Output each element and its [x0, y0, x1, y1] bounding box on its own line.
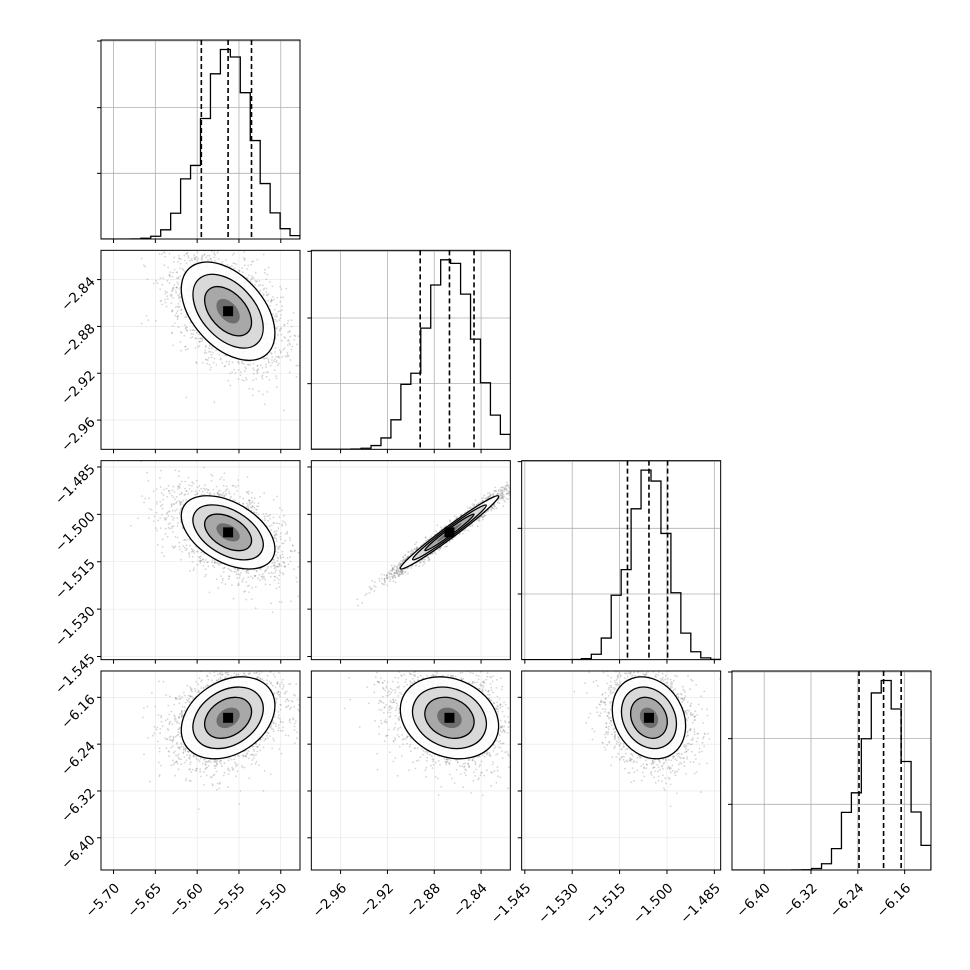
x-tick-label: −2.84 — [450, 880, 491, 921]
density-peak — [643, 712, 654, 723]
histogram-panel-2 — [517, 460, 722, 664]
histogram-panel-1 — [307, 249, 511, 454]
panel-frame — [100, 460, 301, 661]
panel-frame — [310, 670, 511, 871]
y-tick-label: −2.84 — [58, 274, 99, 315]
panel-frame — [310, 460, 511, 661]
panel-frame — [731, 670, 932, 871]
x-tick-label: −2.88 — [403, 880, 444, 921]
y-tick-label: −6.24 — [58, 738, 99, 779]
panel-frame — [310, 249, 511, 450]
density-peak — [444, 527, 455, 538]
x-tick-label: −5.70 — [83, 880, 124, 921]
y-tick-label: −1.545 — [52, 651, 99, 698]
histogram-0 — [101, 48, 300, 239]
x-tick-label: −1.530 — [535, 880, 582, 927]
x-tick-label: −5.50 — [250, 880, 291, 921]
density-peak — [444, 712, 455, 723]
x-tick-label: −1.545 — [488, 880, 535, 927]
x-tick-label: −5.60 — [166, 880, 207, 921]
panel-frame — [100, 670, 301, 871]
scatter-panel-3-0: −5.70 −5.65 −5.60 −5.55 −5.50 −6.40 −6.32 −6.24… — [58, 670, 301, 921]
y-tick-label: −2.88 — [58, 321, 99, 362]
panel-frame — [521, 460, 722, 661]
scatter-panel-3-2: −1.545 −1.530 −1.515 −1.500 −1.485 — [488, 670, 724, 927]
x-tick-label: −6.40 — [733, 880, 774, 921]
x-tick-label: −1.515 — [583, 880, 630, 927]
y-tick-label: −2.96 — [58, 414, 99, 455]
histogram-1 — [311, 259, 511, 450]
density-peak — [223, 712, 234, 723]
y-tick-label: −1.515 — [52, 556, 99, 603]
histogram-2 — [521, 469, 721, 660]
y-tick-label: −6.32 — [58, 785, 99, 826]
y-tick-label: −6.40 — [58, 832, 99, 873]
y-tick-label: −1.485 — [52, 461, 99, 508]
density-peak — [223, 306, 234, 317]
scatter-panel-2-0: −1.545−1.530−1.515−1.500−1.485 — [52, 460, 301, 698]
scatter-panel-1-0: −2.96 −2.92 −2.88 −2.84 — [58, 249, 301, 455]
x-tick-label: −6.24 — [827, 880, 868, 921]
histogram-panel-0 — [97, 39, 301, 243]
panel-frame — [521, 670, 722, 871]
y-tick-label: −1.530 — [52, 603, 99, 650]
histogram-panel-3: −6.40 −6.32 −6.24 −6.16 — [727, 670, 932, 921]
x-tick-label: −5.55 — [208, 880, 249, 921]
panel-frame — [100, 249, 301, 450]
x-tick-label: −5.65 — [124, 880, 165, 921]
x-tick-label: −1.485 — [677, 880, 724, 927]
x-tick-label: −2.92 — [356, 880, 397, 921]
x-tick-label: −6.32 — [780, 880, 821, 921]
x-tick-label: −1.500 — [630, 880, 677, 927]
density-peak — [223, 527, 234, 538]
scatter-panel-2-1 — [307, 460, 511, 664]
y-tick-label: −1.500 — [52, 509, 99, 556]
x-tick-label: −6.16 — [874, 880, 915, 921]
y-tick-label: −6.16 — [58, 692, 99, 733]
scatter-panel-3-1: −2.96 −2.92 −2.88 −2.84 — [307, 670, 511, 921]
y-tick-label: −2.92 — [58, 368, 99, 409]
x-tick-label: −2.96 — [310, 880, 351, 921]
panel-frame — [100, 39, 301, 240]
